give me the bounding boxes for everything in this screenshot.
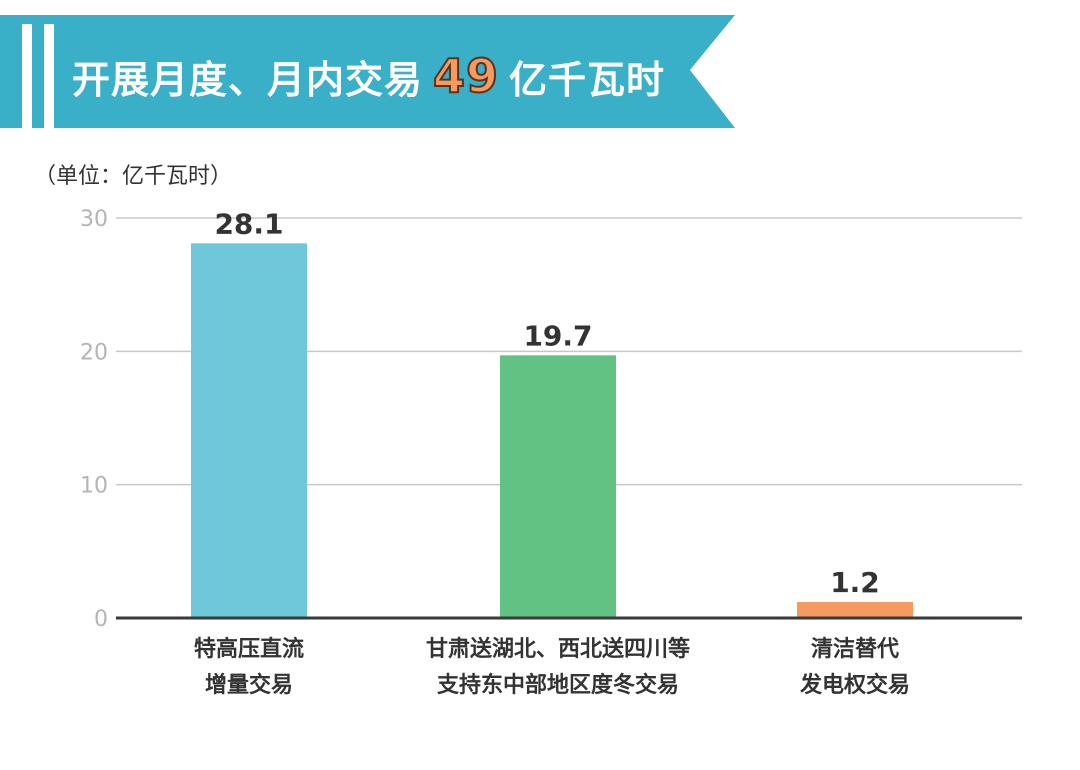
x-tick-label-line: 甘肃送湖北、西北送四川等 xyxy=(425,637,690,662)
bar xyxy=(797,602,913,618)
title-number: 49 xyxy=(432,48,500,104)
x-tick-label-line: 清洁替代 xyxy=(810,637,899,662)
x-tick-label-line: 发电权交易 xyxy=(799,673,910,698)
title-text-after: 亿千瓦时 xyxy=(509,57,666,102)
banner-background xyxy=(0,15,735,128)
bar xyxy=(500,355,616,618)
title-banner xyxy=(0,15,735,128)
x-tick-label-line: 增量交易 xyxy=(204,673,293,698)
x-tick-label-line: 支持东中部地区度冬交易 xyxy=(436,673,679,698)
x-tick-label: 特高压直流 增量交易 xyxy=(89,632,409,704)
banner-stripe-1 xyxy=(22,24,32,128)
y-tick-label: 20 xyxy=(80,340,108,365)
unit-label: （单位：亿千瓦时） xyxy=(34,164,233,189)
title-text-before: 开展月度、月内交易 xyxy=(72,57,424,102)
data-label: 28.1 xyxy=(214,207,283,240)
y-tick-label: 10 xyxy=(80,474,108,499)
page-title: 开展月度、月内交易 49 亿千瓦时 xyxy=(72,46,665,106)
banner-stripe-2 xyxy=(44,24,54,128)
data-label: 1.2 xyxy=(830,566,880,599)
x-tick-label-line: 特高压直流 xyxy=(193,637,304,662)
x-tick-label: 甘肃送湖北、西北送四川等 支持东中部地区度冬交易 xyxy=(398,632,718,704)
y-tick-label: 0 xyxy=(94,607,108,632)
y-tick-label: 30 xyxy=(80,207,108,232)
x-tick-label: 清洁替代 发电权交易 xyxy=(695,632,1015,704)
bar xyxy=(191,243,307,619)
data-label: 19.7 xyxy=(523,319,592,352)
